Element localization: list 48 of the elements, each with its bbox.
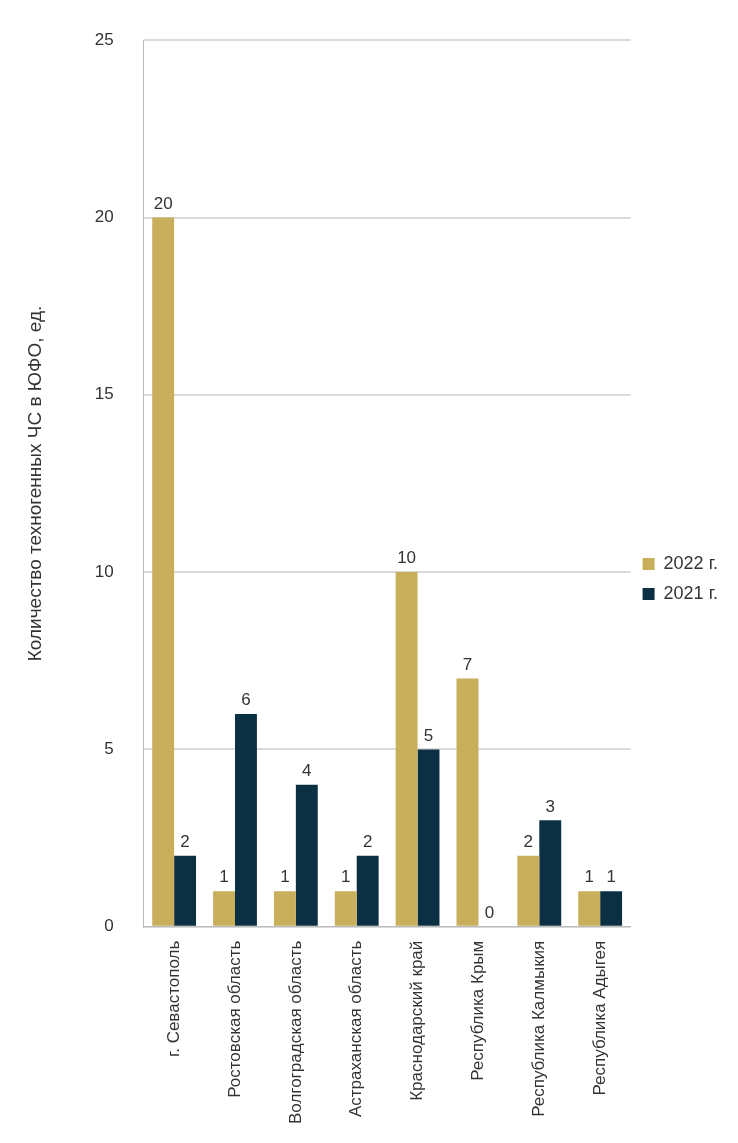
data-label: 0 (484, 902, 495, 922)
bar (334, 891, 357, 926)
y-tick-label: 5 (104, 739, 114, 759)
x-tick-label: Краснодарский край (407, 940, 427, 1101)
data-label: 1 (584, 867, 594, 887)
bar (174, 855, 197, 926)
data-label: 2 (523, 831, 534, 851)
y-tick-label: 15 (94, 384, 114, 404)
data-label: 20 (153, 193, 173, 213)
bar (235, 713, 257, 926)
data-label: 1 (280, 867, 290, 887)
data-label: 7 (462, 654, 473, 674)
legend-label: 2021 г. (663, 582, 719, 603)
x-tick-label: Республика Адыгея (589, 940, 609, 1096)
bar (578, 891, 601, 926)
legend-label: 2022 г. (663, 552, 719, 573)
x-tick-label: Республика Калмыкия (528, 940, 548, 1117)
bar (213, 891, 235, 926)
data-label: 3 (545, 796, 555, 816)
data-label: 2 (362, 831, 373, 851)
bar (273, 891, 296, 926)
data-label: 10 (397, 548, 417, 568)
y-tick-label: 10 (94, 561, 114, 581)
data-label: 5 (423, 725, 434, 745)
data-label: 1 (219, 867, 229, 887)
y-tick-label: 0 (104, 916, 114, 936)
y-tick-label: 20 (94, 207, 114, 227)
bar (517, 855, 540, 926)
x-tick-label: Астраханская область (346, 940, 366, 1118)
x-tick-label: Волгоградская область (285, 940, 305, 1125)
bar (600, 891, 623, 926)
data-label: 1 (606, 867, 616, 887)
bar (395, 572, 418, 926)
x-tick-label: Ростовская область (224, 940, 244, 1098)
bar (356, 855, 379, 926)
bar (152, 217, 175, 926)
data-label: 4 (302, 761, 312, 781)
y-axis-title: Количество техногенных ЧС в ЮФО, ед. (23, 305, 45, 662)
bar (417, 749, 440, 926)
x-tick-label: г. Севастополь (163, 940, 183, 1057)
x-tick-label: Республика Крым (468, 940, 488, 1081)
data-label: 1 (341, 867, 351, 887)
bar (539, 820, 562, 926)
bar (456, 678, 479, 926)
data-label: 2 (180, 831, 190, 851)
y-tick-label: 25 (94, 29, 114, 49)
data-label: 6 (241, 690, 251, 710)
bar (295, 784, 318, 926)
